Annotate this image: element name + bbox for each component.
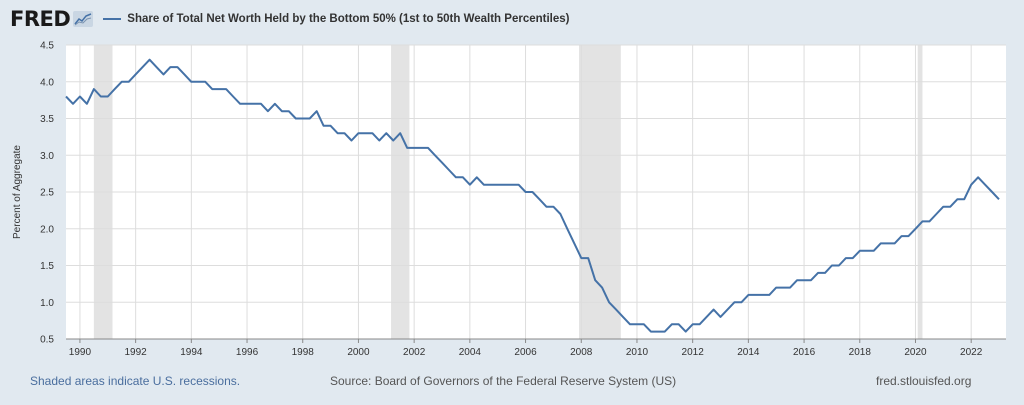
y-axis-label: Percent of Aggregate xyxy=(12,145,23,239)
series-line xyxy=(65,58,1000,333)
x-tick-label: 2012 xyxy=(682,347,705,358)
x-tick-label: 1992 xyxy=(125,347,148,358)
y-axis-label-group: Percent of Aggregate xyxy=(12,145,23,239)
y-tick-label: 4.0 xyxy=(40,77,54,88)
legend-series-title[interactable]: Share of Total Net Worth Held by the Bot… xyxy=(127,13,570,25)
x-tick-label: 1994 xyxy=(180,347,203,358)
x-tick-label: 2010 xyxy=(626,347,649,358)
y-tick-label: 3.0 xyxy=(40,151,54,162)
y-tick-label: 1.0 xyxy=(40,298,54,309)
x-tick-label: 2004 xyxy=(459,347,482,358)
x-tick-label: 1998 xyxy=(292,347,315,358)
y-tick-label: 1.5 xyxy=(40,261,54,272)
legend-line-swatch xyxy=(103,18,122,20)
fred-graph-icon xyxy=(73,11,94,27)
chart-header: FRED Share of Total Net Worth Held by th… xyxy=(10,6,569,32)
x-tick-label: 1990 xyxy=(69,347,92,358)
recession-note[interactable]: Shaded areas indicate U.S. recessions. xyxy=(30,374,241,388)
y-tick-label: 2.0 xyxy=(40,224,54,235)
line-chart: 0.5 1.0 1.5 2.0 2.5 3.0 3.5 4.0 4.5 1990 1992 1994 1… xyxy=(12,41,1006,358)
source-note: Source: Board of Governors of the Federa… xyxy=(330,374,677,388)
x-tick-label: 2018 xyxy=(849,347,872,358)
x-tick-label: 1996 xyxy=(236,347,259,358)
fred-logo[interactable]: FRED xyxy=(10,7,71,31)
y-tick-label: 4.5 xyxy=(40,41,54,52)
x-tick-label: 2022 xyxy=(960,347,983,358)
x-tick-label: 2008 xyxy=(570,347,593,358)
y-tick-label: 0.5 xyxy=(40,335,54,346)
x-tick-label: 2000 xyxy=(347,347,370,358)
y-tick-label: 2.5 xyxy=(40,188,54,199)
y-tick-label: 3.5 xyxy=(40,114,54,125)
x-tick-label: 2016 xyxy=(793,347,816,358)
x-tick-label: 2006 xyxy=(514,347,537,358)
x-tick-label: 2002 xyxy=(403,347,426,358)
site-link[interactable]: fred.stlouisfed.org xyxy=(876,374,972,388)
x-tick-label: 2020 xyxy=(904,347,927,358)
x-tick-label: 2014 xyxy=(737,347,760,358)
